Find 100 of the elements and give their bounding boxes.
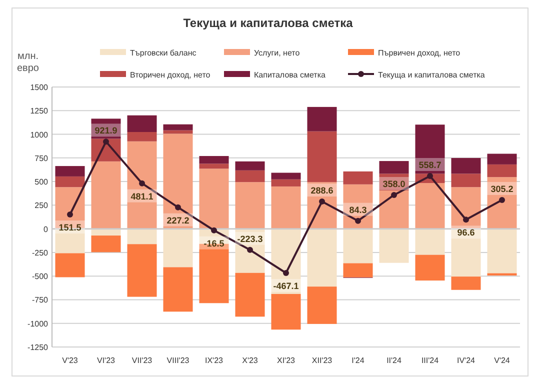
bar: [127, 244, 157, 297]
bar: [199, 168, 229, 229]
data-label: 921.9: [94, 126, 118, 136]
x-tick-label: V'24: [494, 356, 510, 365]
y-tick-label: 250: [34, 201, 49, 210]
point: [355, 218, 361, 224]
x-tick-label: IV'24: [457, 356, 476, 365]
bar: [199, 156, 229, 164]
x-tick-label: II'24: [386, 356, 402, 365]
bar: [343, 228, 373, 264]
legend-label: Вторичен доход, нето: [130, 70, 211, 80]
y-tick-label: 1000: [30, 130, 49, 140]
bar: [271, 228, 301, 294]
bar: [55, 253, 85, 278]
bar: [163, 134, 193, 229]
bar: [127, 115, 157, 132]
bar: [487, 177, 517, 229]
point: [427, 172, 433, 179]
point: [283, 270, 289, 276]
bar: [271, 172, 301, 180]
point: [211, 227, 217, 234]
data-label: 151.5: [58, 222, 82, 232]
bar: [307, 228, 337, 287]
bar: [163, 130, 193, 134]
bar: [235, 228, 265, 273]
bar: [451, 276, 481, 290]
bar: [379, 228, 409, 263]
data-label: -467.1: [273, 280, 299, 291]
data-label: 481.1: [130, 191, 154, 202]
bar: [415, 228, 445, 255]
point: [499, 196, 505, 203]
bar: [235, 161, 265, 170]
data-label: -223.3: [237, 234, 263, 244]
bar: [271, 179, 301, 186]
bar: [451, 158, 481, 174]
data-label: 305.2: [490, 184, 514, 194]
y-tick-label: 0: [44, 224, 49, 234]
point: [319, 198, 325, 205]
bar: [127, 228, 157, 244]
data-label: 358.0: [382, 178, 406, 189]
y-tick-label: -500: [32, 272, 49, 282]
bar: [235, 272, 265, 317]
x-tick-label: V'23: [62, 356, 78, 365]
y-tick-label: -1250: [28, 343, 49, 352]
bar: [271, 186, 301, 229]
data-label: 96.6: [457, 228, 475, 238]
legend-label: Текуща и капиталова сметка: [378, 70, 486, 80]
bar: [451, 174, 481, 188]
bar: [163, 124, 193, 130]
x-tick-label: VIII'23: [166, 356, 190, 365]
bar: [487, 164, 517, 178]
y-tick-label: 1500: [30, 83, 49, 92]
bar: [91, 236, 121, 252]
legend-label: Първичен доход, нето: [378, 48, 461, 58]
bar: [307, 106, 337, 132]
data-label: 558.7: [418, 160, 442, 170]
bar: [163, 267, 193, 312]
legend-label: Капиталова сметка: [254, 70, 326, 80]
data-label: -16.5: [204, 238, 224, 248]
bar: [487, 228, 517, 274]
y-tick-label: 750: [34, 154, 49, 163]
x-tick-label: IX'23: [205, 356, 224, 365]
y-tick-label: -1000: [28, 319, 49, 328]
point: [391, 192, 397, 198]
y-axis-title: млн. евро: [17, 51, 40, 74]
bar: [487, 154, 517, 164]
x-tick-label: VII'23: [132, 356, 153, 365]
bar: [127, 132, 157, 142]
x-tick-label: XI'23: [277, 356, 296, 365]
point: [175, 204, 181, 210]
x-tick-label: XII'23: [312, 356, 333, 365]
data-label: 227.2: [166, 215, 190, 226]
x-tick-label: I'24: [352, 356, 365, 365]
bar: [199, 164, 229, 169]
bar: [91, 118, 121, 139]
bar: [127, 141, 157, 229]
point: [67, 211, 73, 218]
chart-title: Текуща и капиталова сметка: [183, 16, 354, 30]
y-tick-label: 500: [34, 178, 49, 187]
bar: [307, 286, 337, 324]
point: [463, 216, 469, 223]
x-tick-label: III'24: [421, 356, 440, 365]
y-tick-label: -750: [32, 296, 49, 305]
bar: [415, 183, 445, 229]
x-tick-label: VI'23: [97, 356, 116, 365]
bar: [235, 182, 265, 229]
point: [247, 246, 253, 253]
bar: [91, 161, 121, 229]
legend-label: Търговски баланс: [130, 48, 196, 58]
bar: [343, 184, 373, 229]
bar: [343, 263, 373, 278]
bar: [271, 294, 301, 330]
point: [103, 138, 109, 145]
point: [139, 180, 145, 186]
data-label: 84.3: [349, 204, 367, 215]
bar: [379, 161, 409, 174]
bar: [343, 171, 373, 184]
bar: [487, 273, 517, 276]
x-tick-label: X'23: [242, 356, 258, 365]
bar: [55, 166, 85, 176]
